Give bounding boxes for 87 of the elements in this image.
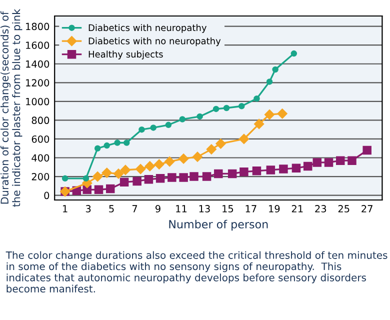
x-tick-label: 7 (132, 205, 138, 212)
point (223, 104, 230, 112)
y-tick-label: 1400 (26, 60, 50, 68)
point (113, 168, 124, 179)
point (178, 154, 189, 164)
point (94, 185, 104, 194)
point (92, 172, 103, 182)
y-tick-label: 1600 (26, 42, 50, 49)
legend-label: Diabetics with no neuropathy (88, 37, 221, 46)
point (106, 184, 115, 194)
point (252, 166, 262, 176)
y-tick-label: 200 (32, 173, 50, 180)
point (290, 50, 298, 57)
point (82, 175, 90, 182)
y-tick-label: 1800 (26, 22, 50, 30)
point (348, 156, 356, 165)
point (165, 122, 172, 128)
x-tick-label: 3 (86, 205, 91, 212)
x-tick-label: 1 (63, 205, 68, 212)
point (144, 161, 155, 172)
point (202, 172, 212, 181)
x-tick-label: 25 (338, 205, 350, 212)
y-tick-label: 600 (32, 135, 50, 143)
point (102, 168, 112, 178)
point (120, 178, 129, 187)
y-axis-title: Duration of color change(seconds) of the indicator plaster from blue to pink (0, 8, 22, 207)
x-axis-title: Number of person (169, 220, 268, 231)
x-tick-label: 17 (246, 205, 256, 212)
y-tick-label: 1200 (26, 79, 50, 86)
point (179, 173, 188, 182)
point (336, 156, 345, 165)
x-tick-label: 11 (176, 205, 187, 212)
point (164, 156, 175, 167)
point (179, 116, 186, 122)
point (206, 144, 216, 154)
point (303, 162, 312, 171)
x-tick-label: 27 (362, 205, 372, 212)
y-tick-label: 1000 (26, 98, 50, 106)
point (136, 164, 146, 174)
point (190, 172, 198, 181)
point (277, 108, 288, 119)
point (312, 158, 322, 167)
text: The color change durations also exceed the critical threshold of ten minutes in some of the diabetics with no sensony signs of neuropathy. This indicates that autonomic neuropathy develops before sensory disorders become manifest. (6, 251, 388, 293)
point (156, 174, 165, 183)
point (266, 166, 276, 174)
point (168, 173, 176, 182)
point (192, 152, 203, 162)
x-tick-label: 15 (222, 205, 234, 212)
point (240, 167, 248, 176)
point (196, 113, 203, 120)
x-tick-label: 9 (156, 205, 160, 212)
point (94, 145, 101, 152)
x-tick-label: 21 (292, 205, 303, 212)
point (264, 110, 275, 120)
point (272, 66, 278, 73)
point (138, 126, 145, 133)
point (120, 164, 130, 175)
point (216, 138, 226, 149)
point (114, 140, 120, 146)
point (124, 140, 130, 146)
point (150, 124, 156, 131)
point (324, 158, 334, 167)
point (362, 146, 372, 155)
point (238, 134, 249, 144)
point (104, 142, 110, 149)
point (228, 169, 237, 178)
point (266, 78, 273, 85)
point (254, 118, 264, 129)
y-tick-label: 400 (32, 154, 50, 162)
point (62, 175, 68, 182)
point (144, 174, 154, 184)
point (214, 169, 223, 178)
point (238, 102, 245, 110)
point (212, 106, 220, 112)
legend-label: Healthy subjects (88, 50, 163, 60)
point (292, 164, 301, 172)
x-tick-label: 19 (269, 205, 280, 212)
y-tick-label: 800 (32, 116, 50, 124)
x-tick-label: 5 (109, 205, 114, 212)
legend-label: Diabetics with neuropathy (88, 24, 207, 33)
point (154, 159, 164, 170)
x-tick-label: 13 (199, 205, 210, 212)
point (279, 164, 288, 174)
x-tick-label: 23 (315, 205, 326, 212)
y-tick-label: 0 (44, 192, 50, 200)
point (254, 95, 260, 102)
point (132, 176, 142, 186)
